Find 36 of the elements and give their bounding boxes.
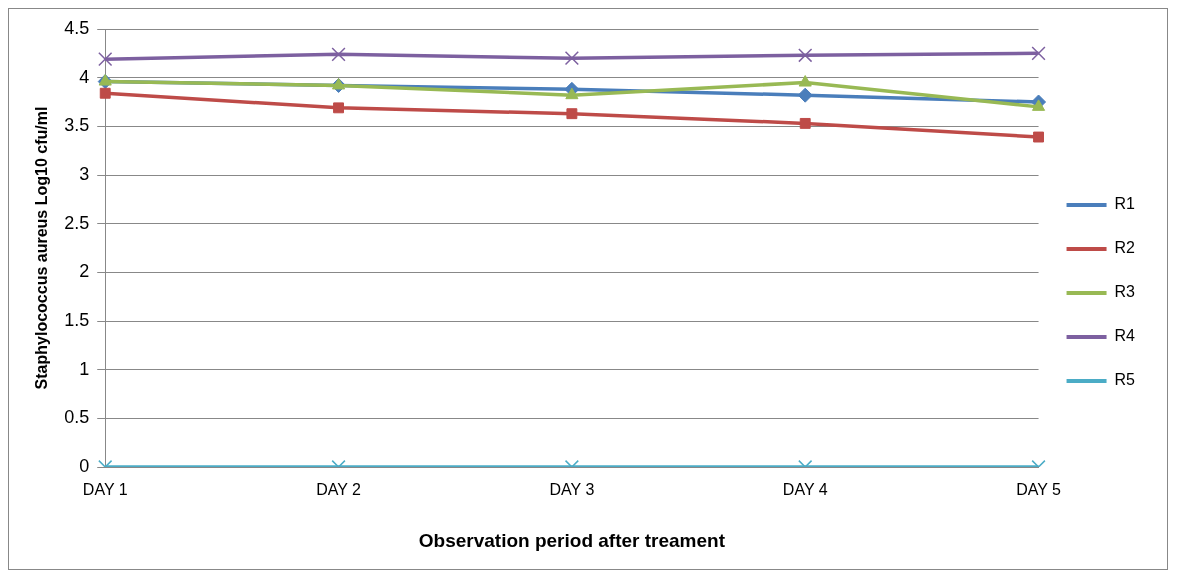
- point: [797, 87, 813, 103]
- legend-label: R3: [1114, 283, 1136, 301]
- point: [331, 47, 346, 62]
- point: [566, 108, 578, 120]
- point: [798, 75, 812, 87]
- point: [99, 87, 111, 99]
- y-tick-label: 1: [79, 358, 90, 379]
- point: [1031, 99, 1046, 111]
- point: [333, 102, 344, 114]
- point: [1031, 46, 1046, 61]
- y-tick-label: 0: [79, 455, 90, 476]
- y-tick-label: 3.5: [64, 115, 90, 136]
- x-tick-label: DAY 1: [82, 481, 128, 499]
- point: [564, 51, 579, 66]
- legend-label: R2: [1114, 239, 1136, 257]
- x-tick-label: DAY 3: [549, 481, 595, 499]
- point: [798, 48, 813, 63]
- y-tick-label: 0.5: [64, 407, 90, 428]
- point: [1033, 131, 1044, 143]
- x-tick-label: DAY 4: [782, 481, 828, 499]
- x-axis-title: Observation period after treament: [418, 529, 726, 551]
- x-tick-label: DAY 2: [316, 481, 362, 499]
- point: [98, 52, 113, 67]
- x-tick-label: DAY 5: [1016, 481, 1062, 499]
- y-tick-label: 2: [79, 261, 90, 282]
- y-tick-label: 4: [79, 66, 90, 87]
- point: [799, 117, 811, 129]
- y-tick-label: 3: [79, 163, 90, 184]
- legend-label: R1: [1114, 195, 1136, 213]
- point: [565, 87, 579, 100]
- y-tick-label: 2.5: [64, 212, 90, 233]
- legend-label: R5: [1114, 371, 1136, 389]
- y-tick-label: 4.5: [64, 17, 90, 38]
- y-axis-title: Staphylococcus aureus Log10 cfu/ml: [33, 106, 51, 390]
- legend-label: R4: [1114, 327, 1136, 345]
- y-tick-label: 1.5: [64, 309, 90, 330]
